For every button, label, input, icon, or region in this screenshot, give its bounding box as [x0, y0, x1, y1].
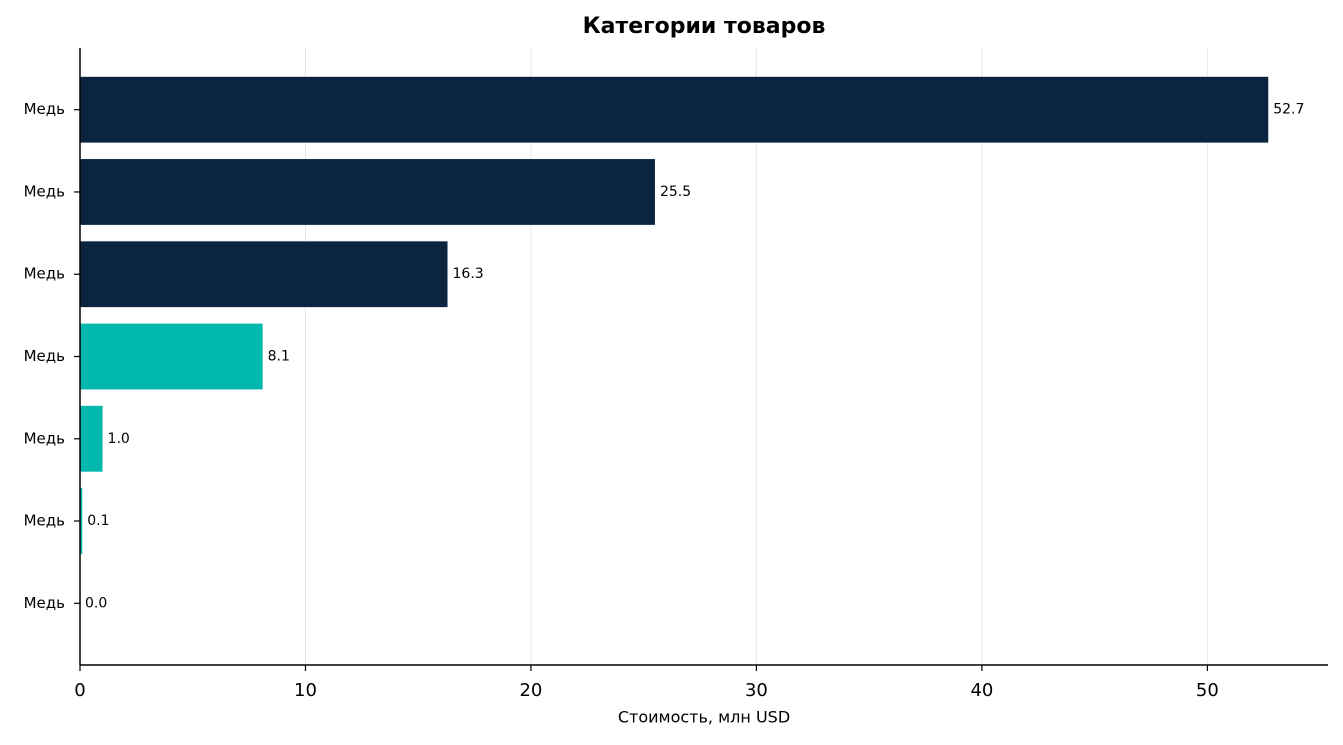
x-tick-label: 50: [1196, 680, 1219, 701]
value-label: 1.0: [108, 431, 130, 447]
y-tick-label: Медь: [24, 100, 65, 118]
chart-title: Категории товаров: [583, 14, 826, 39]
value-label: 52.7: [1273, 102, 1304, 118]
y-tick-label: Медь: [24, 512, 65, 530]
y-tick-label: Медь: [24, 594, 65, 612]
value-label: 25.5: [660, 184, 691, 200]
x-tick-label: 20: [519, 680, 542, 701]
value-label: 8.1: [268, 349, 290, 365]
value-label: 16.3: [453, 266, 484, 282]
x-tick-label: 40: [970, 680, 993, 701]
value-label: 0.0: [85, 595, 107, 611]
bar: [80, 241, 448, 308]
bar: [80, 76, 1269, 143]
y-tick-label: Медь: [24, 429, 65, 447]
y-tick-label: Медь: [24, 265, 65, 283]
value-label: 0.1: [87, 513, 109, 529]
y-tick-label: Медь: [24, 347, 65, 365]
x-tick-label: 0: [74, 680, 85, 701]
x-tick-label: 30: [745, 680, 768, 701]
x-axis-label: Стоимость, млн USD: [618, 708, 790, 727]
bar: [80, 405, 103, 472]
bar: [80, 488, 83, 554]
bar: [80, 323, 263, 390]
y-tick-label: Медь: [24, 182, 65, 200]
x-tick-label: 10: [294, 680, 317, 701]
bar: [80, 159, 655, 225]
